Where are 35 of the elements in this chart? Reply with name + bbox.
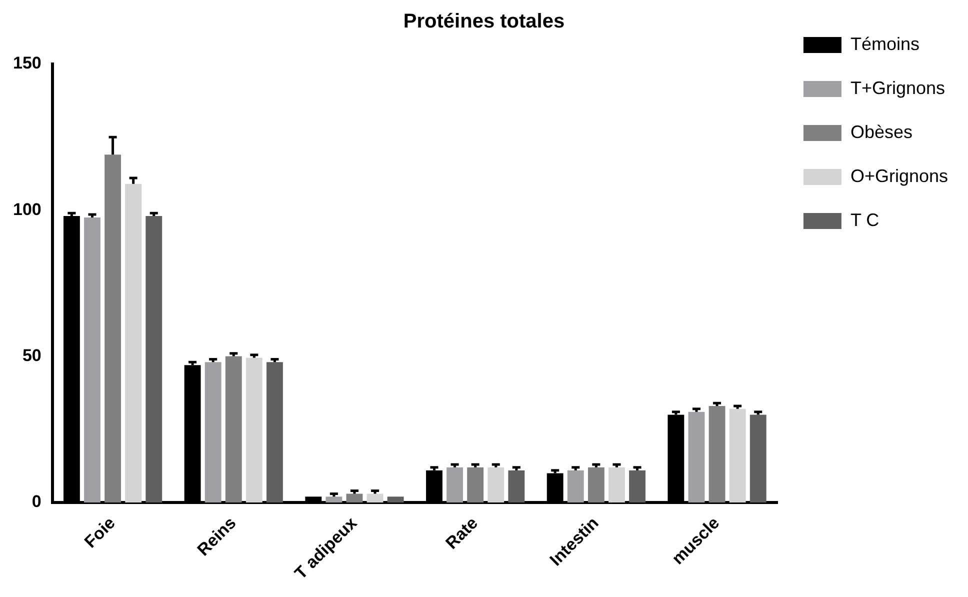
y-tick-label: 0 (32, 492, 42, 512)
bar (508, 470, 525, 502)
bar (125, 184, 142, 502)
chart-title: Protéines totales (403, 10, 565, 33)
bar (488, 467, 504, 502)
x-tick-label: Foie (80, 513, 119, 552)
bar (446, 467, 464, 502)
legend-label: T C (850, 210, 880, 230)
y-tick-label: 50 (22, 346, 42, 365)
bar (688, 412, 705, 502)
legend-label: Témoins (850, 34, 920, 54)
legend-label: Obèses (850, 122, 912, 142)
bar (588, 467, 604, 502)
bar (84, 217, 100, 502)
bar (246, 358, 262, 502)
bar (146, 216, 162, 502)
bar (346, 494, 363, 502)
y-tick-label: 100 (12, 200, 42, 219)
bar (326, 496, 342, 502)
bar (104, 154, 122, 502)
bar (708, 406, 726, 502)
bar (467, 467, 484, 502)
bar (729, 408, 746, 502)
bar (567, 470, 584, 502)
bar (750, 414, 766, 502)
legend-label: T+Grignons (850, 78, 945, 98)
bar (266, 362, 283, 502)
bar (608, 467, 625, 502)
y-tick-label: 150 (12, 54, 42, 73)
bar (366, 494, 384, 502)
bar (204, 362, 222, 502)
bar (629, 470, 646, 502)
bar (225, 356, 242, 502)
bar (387, 496, 404, 502)
legend-label: O+Grignons (850, 166, 948, 186)
